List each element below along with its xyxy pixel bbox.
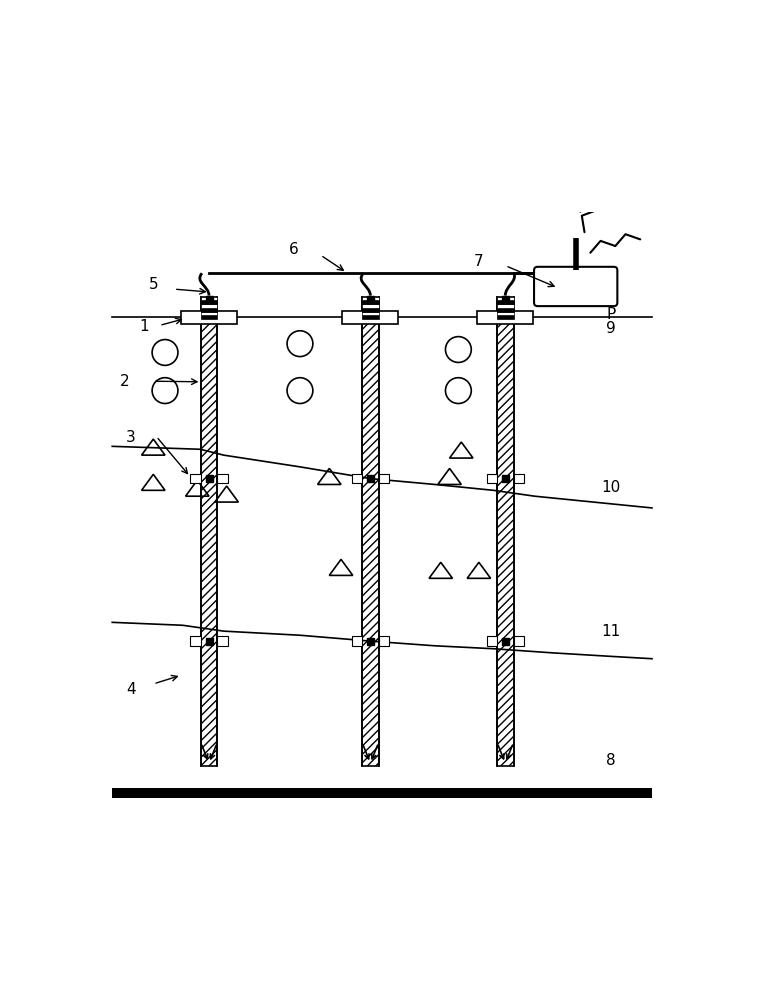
Bar: [362, 297, 378, 766]
Bar: [378, 474, 389, 483]
Bar: [497, 297, 513, 300]
Bar: [362, 304, 378, 308]
Bar: [497, 315, 513, 319]
Text: 11: 11: [601, 624, 621, 639]
Bar: [502, 638, 509, 645]
Bar: [201, 297, 217, 300]
Text: 10: 10: [601, 480, 621, 495]
Bar: [502, 475, 509, 482]
Bar: [497, 308, 513, 312]
Text: 1: 1: [140, 319, 149, 334]
Bar: [478, 311, 533, 324]
Bar: [497, 297, 513, 766]
Bar: [190, 636, 201, 646]
Bar: [487, 636, 497, 646]
Bar: [351, 474, 362, 483]
Polygon shape: [112, 317, 652, 508]
Bar: [201, 315, 217, 319]
Text: 5: 5: [148, 277, 158, 292]
Bar: [342, 311, 398, 324]
Bar: [367, 638, 374, 645]
Bar: [201, 300, 217, 304]
Bar: [190, 474, 201, 483]
Bar: [112, 788, 652, 798]
Bar: [367, 475, 374, 482]
Bar: [201, 312, 217, 315]
Bar: [362, 308, 378, 312]
Bar: [362, 297, 378, 300]
Text: 2: 2: [120, 374, 130, 389]
Bar: [362, 312, 378, 315]
Bar: [205, 475, 213, 482]
Text: 7: 7: [474, 254, 484, 269]
Bar: [205, 296, 213, 303]
Polygon shape: [112, 212, 652, 508]
Bar: [362, 315, 378, 319]
Bar: [487, 474, 497, 483]
Text: 9: 9: [606, 321, 615, 336]
Bar: [497, 300, 513, 304]
Bar: [201, 297, 217, 766]
Text: 4: 4: [126, 682, 136, 697]
Polygon shape: [112, 212, 652, 659]
Bar: [502, 296, 509, 303]
Text: 8: 8: [606, 753, 615, 768]
Text: 6: 6: [289, 242, 299, 257]
Bar: [201, 308, 217, 312]
Bar: [378, 636, 389, 646]
Bar: [362, 300, 378, 304]
Bar: [367, 296, 374, 303]
Bar: [205, 638, 213, 645]
Bar: [497, 304, 513, 308]
Bar: [217, 474, 228, 483]
Bar: [201, 304, 217, 308]
FancyBboxPatch shape: [534, 267, 618, 306]
Bar: [497, 312, 513, 315]
Bar: [181, 311, 237, 324]
Bar: [217, 636, 228, 646]
Text: P: P: [606, 307, 615, 322]
Bar: [513, 636, 524, 646]
Text: 3: 3: [126, 430, 136, 445]
Bar: [513, 474, 524, 483]
Bar: [351, 636, 362, 646]
Polygon shape: [112, 622, 652, 798]
